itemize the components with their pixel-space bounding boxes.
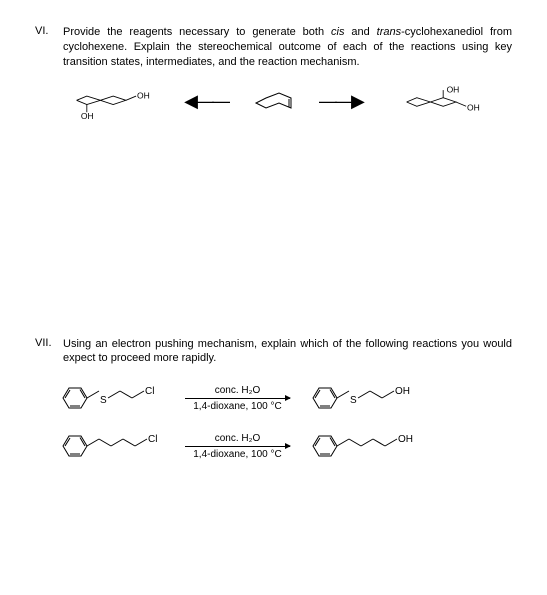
- q7-text: Using an electron pushing mechanism, exp…: [63, 337, 512, 367]
- cyclohexene-structure: [246, 85, 301, 119]
- answer-space: [35, 127, 512, 337]
- q6-p2: and: [344, 26, 376, 38]
- arrow-left: ◀——: [184, 91, 228, 112]
- q6-p1: Provide the reagents necessary to genera…: [63, 26, 331, 38]
- cis-diol-structure: OH OH: [51, 85, 166, 119]
- svg-text:OH: OH: [446, 85, 459, 95]
- question-6: VI. Provide the reagents necessary to ge…: [35, 25, 512, 70]
- svg-text:OH: OH: [395, 386, 410, 397]
- q6-text: Provide the reagents necessary to genera…: [63, 25, 512, 70]
- rxn1-cond-top: conc. H₂O: [215, 385, 261, 396]
- rxn1-product: S OH: [305, 381, 420, 415]
- rxn2-cond-bot: 1,4-dioxane, 100 °C: [193, 449, 282, 460]
- svg-text:OH: OH: [137, 90, 150, 100]
- svg-text:OH: OH: [81, 111, 94, 119]
- svg-text:Cl: Cl: [145, 386, 154, 397]
- rxn1-start: S Cl: [55, 381, 170, 415]
- reaction-1: S Cl conc. H₂O 1,4-dioxane, 100 °C S OH: [55, 381, 512, 415]
- rxn1-cond-bot: 1,4-dioxane, 100 °C: [193, 401, 282, 412]
- q7-number: VII.: [35, 337, 63, 367]
- svg-text:S: S: [100, 395, 107, 406]
- q6-trans: trans: [377, 26, 401, 38]
- rxn1-arrow: conc. H₂O 1,4-dioxane, 100 °C: [185, 385, 290, 412]
- q6-diagram: OH OH ◀—— ——▶ OH OH: [35, 85, 512, 119]
- svg-text:Cl: Cl: [148, 434, 157, 445]
- q6-number: VI.: [35, 25, 63, 70]
- reaction-2: Cl conc. H₂O 1,4-dioxane, 100 °C OH: [55, 429, 512, 463]
- trans-diol-structure: OH OH: [381, 85, 496, 119]
- svg-text:S: S: [350, 395, 357, 406]
- q6-cis: cis: [331, 26, 344, 38]
- rxn2-start: Cl: [55, 429, 170, 463]
- svg-text:OH: OH: [398, 434, 413, 445]
- svg-text:OH: OH: [467, 102, 480, 112]
- rxn2-arrow: conc. H₂O 1,4-dioxane, 100 °C: [185, 433, 290, 460]
- rxn2-product: OH: [305, 429, 420, 463]
- question-7: VII. Using an electron pushing mechanism…: [35, 337, 512, 367]
- rxn2-cond-top: conc. H₂O: [215, 433, 261, 444]
- arrow-right: ——▶: [319, 91, 363, 112]
